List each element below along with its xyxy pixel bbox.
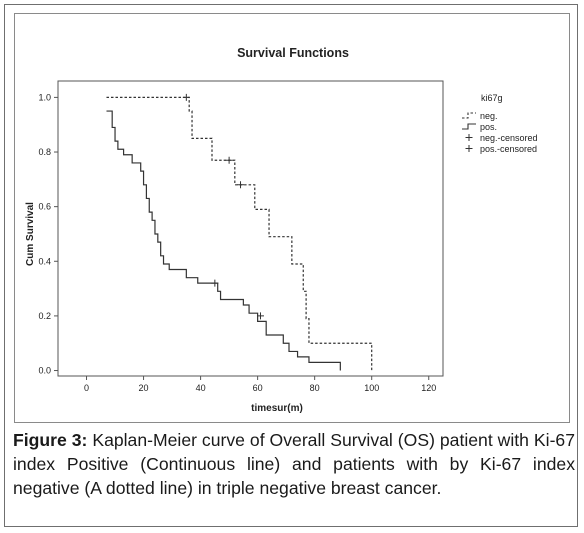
- censor-mark-pos: [256, 312, 264, 320]
- survival-chart: Survival Functions 0 20 40 60 80 100 120 0.0 0.2…: [25, 46, 538, 414]
- plot-area: 0 20 40 60 80 100 120 0.0 0.2 0.4 0.6 0.8 1.0: [38, 80, 444, 393]
- x-tick-label: 100: [364, 383, 379, 393]
- legend-item-label: neg.: [480, 111, 498, 121]
- series-neg-curve: [106, 96, 373, 371]
- x-tick-label: 40: [196, 383, 206, 393]
- figure-caption: Figure 3: Kaplan-Meier curve of Overall …: [13, 428, 575, 500]
- plot-border: [57, 80, 444, 377]
- legend-item-label: pos.-censored: [480, 144, 537, 154]
- legend-item-label: neg.-censored: [480, 133, 538, 143]
- x-tick-label: 60: [253, 383, 263, 393]
- figure-frame: Survival Functions 0 20 40 60 80 100 120 0.0 0.2…: [4, 4, 578, 527]
- censor-mark-neg: [237, 181, 245, 189]
- y-tick-label: 0.8: [38, 147, 51, 157]
- y-tick-label: 0.6: [38, 202, 51, 212]
- legend-line-pos: [462, 123, 476, 130]
- censor-mark-neg: [182, 93, 190, 101]
- caption-text: Kaplan-Meier curve of Overall Survival (…: [13, 430, 575, 498]
- chart-title: Survival Functions: [237, 46, 349, 60]
- x-tick-label: 0: [84, 383, 89, 393]
- censor-mark-neg: [225, 156, 233, 164]
- y-axis-label: Cum Survival: [25, 202, 36, 266]
- legend-line-neg: [462, 112, 476, 119]
- legend-item-label: pos.: [480, 122, 497, 132]
- y-tick-label: 0.4: [38, 256, 51, 266]
- x-tick-label: 80: [310, 383, 320, 393]
- legend-title: ki67g: [481, 93, 503, 103]
- chart-panel: Survival Functions 0 20 40 60 80 100 120 0.0 0.2…: [14, 13, 570, 423]
- x-tick-label: 20: [139, 383, 149, 393]
- legend-censor-symbol: [465, 134, 473, 141]
- y-tick-label: 1.0: [38, 92, 51, 102]
- caption-label: Figure 3:: [13, 430, 88, 450]
- series-pos-curve: [106, 110, 341, 371]
- x-axis-label: timesur(m): [251, 403, 303, 414]
- y-tick-label: 0.2: [38, 311, 51, 321]
- y-tick-label: 0.0: [38, 366, 51, 376]
- legend-censor-symbol: [465, 145, 473, 152]
- censor-mark-pos: [211, 279, 219, 287]
- x-tick-label: 120: [421, 383, 436, 393]
